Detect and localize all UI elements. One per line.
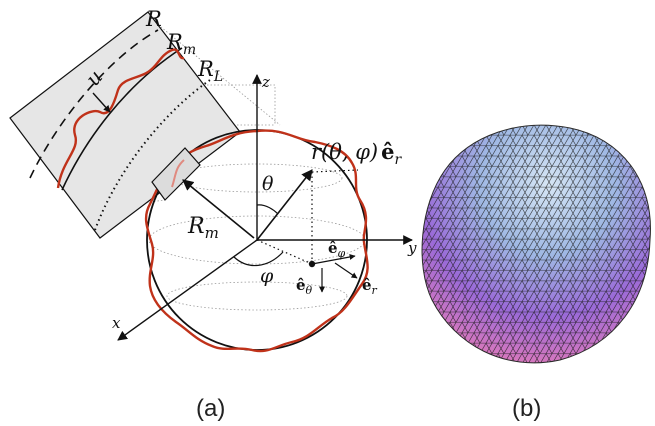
label-theta: θ [262,173,274,195]
meshed-vesicle [421,124,651,364]
label-RL: RL [197,57,223,85]
label-phi: φ [260,265,274,287]
y-axis-label: y [407,239,417,257]
label-r-func-e-sub: r [395,152,403,168]
wavy-membrane [144,129,369,353]
panel-a: R Rm RL u z y x Rm [9,7,417,422]
Rm-arrow [182,179,255,239]
label-Rm-inset: Rm [166,30,196,58]
radius-RL-dotted-arc [94,79,211,231]
inset-source-box [151,147,201,201]
label-RL-sub: L [213,69,223,85]
x-axis-label: x [112,314,121,332]
e-phi-arrow [311,254,356,265]
label-e-phi-sub: φ [338,247,346,260]
caption-a: (a) [196,395,225,422]
radius-mean-arc [61,47,183,191]
label-e-theta: êθ [296,276,313,297]
label-e-phi: êφ [328,239,346,260]
label-e-theta-sub: θ [306,284,313,297]
e-r-arrow [334,262,358,279]
u-arrow [92,92,111,113]
label-Rm-main-sub: m [205,224,219,242]
panel-b: (b) [421,124,651,422]
x-axis [117,239,258,341]
label-R: R [145,7,162,31]
phi-arc [233,251,284,266]
inset-box [9,11,241,239]
radius-R-dashed-arc [29,29,159,179]
label-Rm-main: Rm [187,214,219,242]
caption-b: (b) [512,395,541,422]
label-r-func: r(θ, φ) êr [311,139,403,168]
label-e-r: êr [362,276,378,297]
label-r-func-e: ê [381,139,394,164]
r-vector [256,169,313,241]
z-axis-label: z [261,73,270,91]
inset-wavy-membrane [56,48,185,189]
label-Rm-inset-sub: m [183,42,196,58]
theta-arc [256,204,279,215]
projection-lines [256,169,359,265]
label-e-r-sub: r [372,284,378,297]
